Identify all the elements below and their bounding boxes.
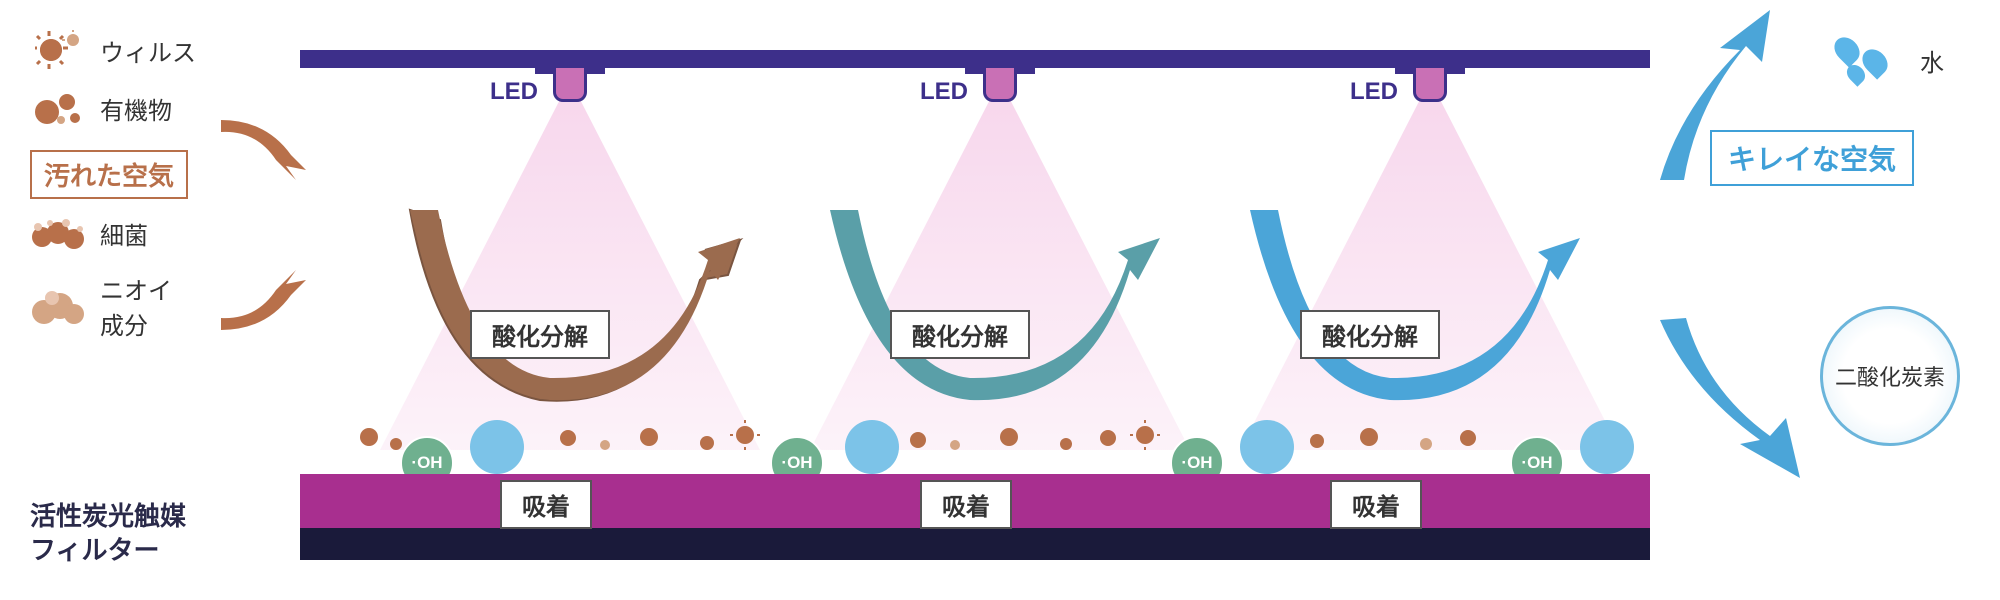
- filter-name-label: 活性炭光触媒 フィルター: [30, 500, 186, 568]
- particle: [560, 430, 576, 446]
- led-label: LED: [920, 78, 968, 106]
- blue-particle-icon: [1580, 420, 1634, 474]
- particle: [700, 436, 714, 450]
- particle: [1460, 430, 1476, 446]
- blue-particle-icon: [845, 420, 899, 474]
- oh-label: ·OH: [1521, 453, 1552, 473]
- legend-label: 細菌: [100, 216, 148, 251]
- virus-icon: [30, 30, 86, 70]
- legend-label: ウィルス: [100, 33, 196, 68]
- oxidation-label-2: 酸化分解: [890, 310, 1030, 359]
- oh-label: ·OH: [1181, 453, 1212, 473]
- water-drops-icon: [1830, 30, 1900, 90]
- adsorption-label-3: 吸着: [1330, 480, 1422, 529]
- particle: [1360, 428, 1378, 446]
- particle: [910, 432, 926, 448]
- particle: [1100, 430, 1116, 446]
- oxidation-label-3: 酸化分解: [1300, 310, 1440, 359]
- blue-particle-icon: [470, 420, 524, 474]
- particle: [360, 428, 378, 446]
- adsorption-label-1: 吸着: [500, 480, 592, 529]
- particle: [1420, 438, 1432, 450]
- particle: [600, 440, 610, 450]
- legend-label: 有機物: [100, 91, 172, 126]
- right-panel: 水 キレイな空気 二酸化炭素: [1660, 30, 1980, 446]
- blue-particle-icon: [1240, 420, 1294, 474]
- led-bulb-icon: [553, 68, 587, 102]
- oh-label: ·OH: [411, 453, 442, 473]
- particle: [1060, 438, 1072, 450]
- co2-label: 二酸化炭素: [1835, 360, 1945, 392]
- led-label: LED: [1350, 78, 1398, 106]
- legend-item-virus: ウィルス: [30, 30, 290, 70]
- led-label: LED: [490, 78, 538, 106]
- bacteria-icon: [30, 213, 86, 253]
- led-bulb-icon: [1413, 68, 1447, 102]
- particle: [1310, 434, 1324, 448]
- virus-particle-icon: [730, 420, 760, 450]
- particle: [640, 428, 658, 446]
- water-label: 水: [1920, 43, 1944, 78]
- organic-icon: [30, 88, 86, 128]
- main-diagram: LED LED LED 酸化分解 酸化分解 酸化分解 /* particles …: [300, 50, 1650, 570]
- clean-air-label: キレイな空気: [1710, 130, 1914, 186]
- oh-label: ·OH: [781, 453, 812, 473]
- adsorption-label-2: 吸着: [920, 480, 1012, 529]
- base-layer: [300, 528, 1650, 560]
- odor-icon: [30, 286, 86, 326]
- legend-item-bacteria: 細菌: [30, 213, 290, 253]
- led-bulb-icon: [983, 68, 1017, 102]
- dirty-air-label: 汚れた空気: [30, 150, 188, 199]
- co2-circle-icon: 二酸化炭素: [1820, 306, 1960, 446]
- virus-particle-icon: [1130, 420, 1160, 450]
- particle: [950, 440, 960, 450]
- oxidation-label-1: 酸化分解: [470, 310, 610, 359]
- particle: [390, 438, 402, 450]
- particle: [1000, 428, 1018, 446]
- legend-label: ニオイ 成分: [100, 271, 172, 341]
